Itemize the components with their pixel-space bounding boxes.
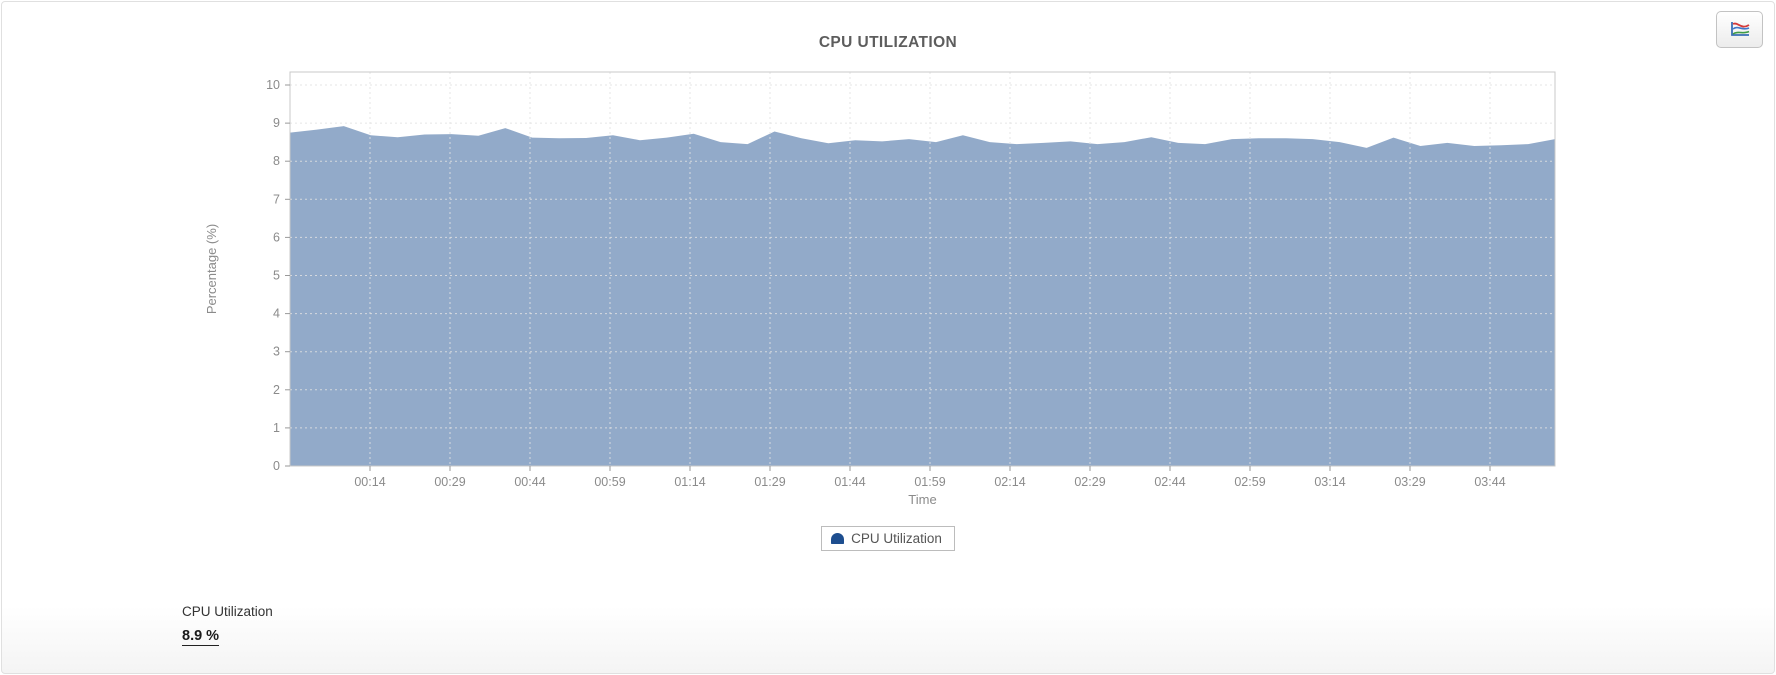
svg-text:02:29: 02:29 xyxy=(1074,475,1105,489)
svg-text:02:44: 02:44 xyxy=(1154,475,1185,489)
svg-text:0: 0 xyxy=(273,459,280,473)
area-series-marker-icon xyxy=(831,533,845,544)
chart-type-button[interactable] xyxy=(1716,11,1763,48)
svg-text:01:14: 01:14 xyxy=(674,475,705,489)
svg-text:8: 8 xyxy=(273,154,280,168)
svg-text:10: 10 xyxy=(266,78,280,92)
svg-text:03:29: 03:29 xyxy=(1394,475,1425,489)
svg-text:00:14: 00:14 xyxy=(354,475,385,489)
svg-text:02:14: 02:14 xyxy=(994,475,1025,489)
chart-legend: CPU Utilization xyxy=(2,526,1774,551)
svg-text:00:44: 00:44 xyxy=(514,475,545,489)
svg-text:00:29: 00:29 xyxy=(434,475,465,489)
svg-text:01:59: 01:59 xyxy=(914,475,945,489)
svg-text:01:29: 01:29 xyxy=(754,475,785,489)
svg-text:5: 5 xyxy=(273,269,280,283)
chart-area[interactable]: 0 1 2 3 4 5 6 7 8 9 10 00:14 00:29 00:44 00:59 01:14 01:… xyxy=(162,58,1572,508)
svg-text:9: 9 xyxy=(273,116,280,130)
svg-text:3: 3 xyxy=(273,345,280,359)
svg-text:Percentage (%): Percentage (%) xyxy=(204,224,219,314)
summary-label: CPU Utilization xyxy=(182,604,273,619)
chart-svg[interactable]: 0 1 2 3 4 5 6 7 8 9 10 00:14 00:29 00:44 00:59 01:14 01:… xyxy=(162,58,1572,508)
svg-text:03:44: 03:44 xyxy=(1474,475,1505,489)
svg-text:4: 4 xyxy=(273,307,280,321)
summary-block: CPU Utilization 8.9 % xyxy=(182,604,273,646)
svg-text:03:14: 03:14 xyxy=(1314,475,1345,489)
chart-title: CPU UTILIZATION xyxy=(818,34,958,51)
svg-text:1: 1 xyxy=(273,421,280,435)
svg-text:6: 6 xyxy=(273,230,280,244)
summary-value-link[interactable]: 8.9 % xyxy=(182,628,220,646)
svg-text:02:59: 02:59 xyxy=(1234,475,1265,489)
svg-text:00:59: 00:59 xyxy=(594,475,625,489)
legend-label: CPU Utilization xyxy=(851,531,942,546)
legend-item-cpu-utilization[interactable]: CPU Utilization xyxy=(821,526,955,551)
svg-text:2: 2 xyxy=(273,383,280,397)
svg-text:01:44: 01:44 xyxy=(834,475,865,489)
svg-text:7: 7 xyxy=(273,192,280,206)
line-chart-icon xyxy=(1729,20,1751,40)
svg-text:Time: Time xyxy=(908,492,936,507)
